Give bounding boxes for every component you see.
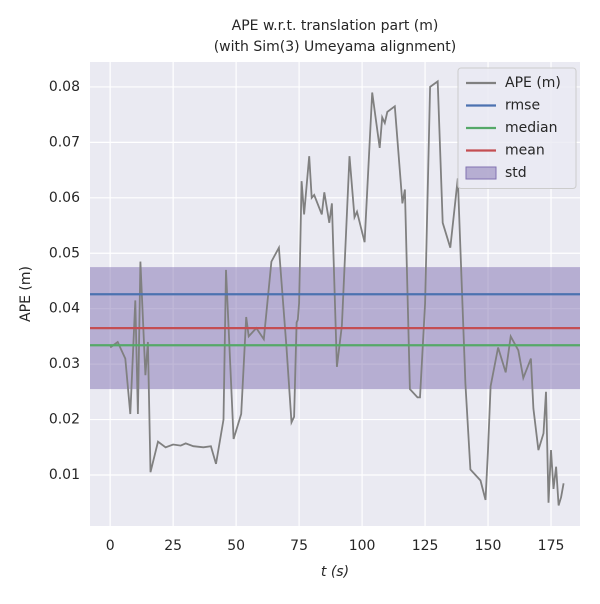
y-tick-label: 0.04	[49, 301, 80, 317]
legend-label: mean	[505, 143, 545, 159]
legend-swatch	[465, 166, 497, 180]
x-tick-label: 125	[412, 538, 439, 554]
y-tick-label: 0.08	[49, 79, 80, 95]
y-tick-label: 0.02	[49, 412, 80, 428]
legend-label: std	[505, 165, 527, 181]
legend-label: median	[505, 120, 557, 136]
chart-subtitle: (with Sim(3) Umeyama alignment)	[214, 39, 457, 55]
x-tick-label: 0	[106, 538, 115, 554]
legend-label: APE (m)	[505, 75, 561, 91]
x-tick-label: 25	[164, 538, 182, 554]
legend-label: rmse	[505, 98, 540, 114]
chart-title: APE w.r.t. translation part (m)	[232, 18, 439, 34]
legend-box	[457, 67, 577, 189]
y-tick-label: 0.03	[49, 356, 80, 372]
x-tick-label: 50	[227, 538, 245, 554]
x-tick-label: 100	[349, 538, 376, 554]
x-tick-label: 150	[475, 538, 502, 554]
x-axis-label: t (s)	[321, 564, 349, 580]
y-tick-label: 0.06	[49, 190, 80, 206]
y-tick-label: 0.05	[49, 245, 80, 261]
y-tick-label: 0.01	[49, 467, 80, 483]
x-tick-label: 175	[538, 538, 565, 554]
y-axis-label: APE (m)	[18, 266, 34, 322]
y-tick-label: 0.07	[49, 134, 80, 150]
x-tick-label: 75	[290, 538, 308, 554]
